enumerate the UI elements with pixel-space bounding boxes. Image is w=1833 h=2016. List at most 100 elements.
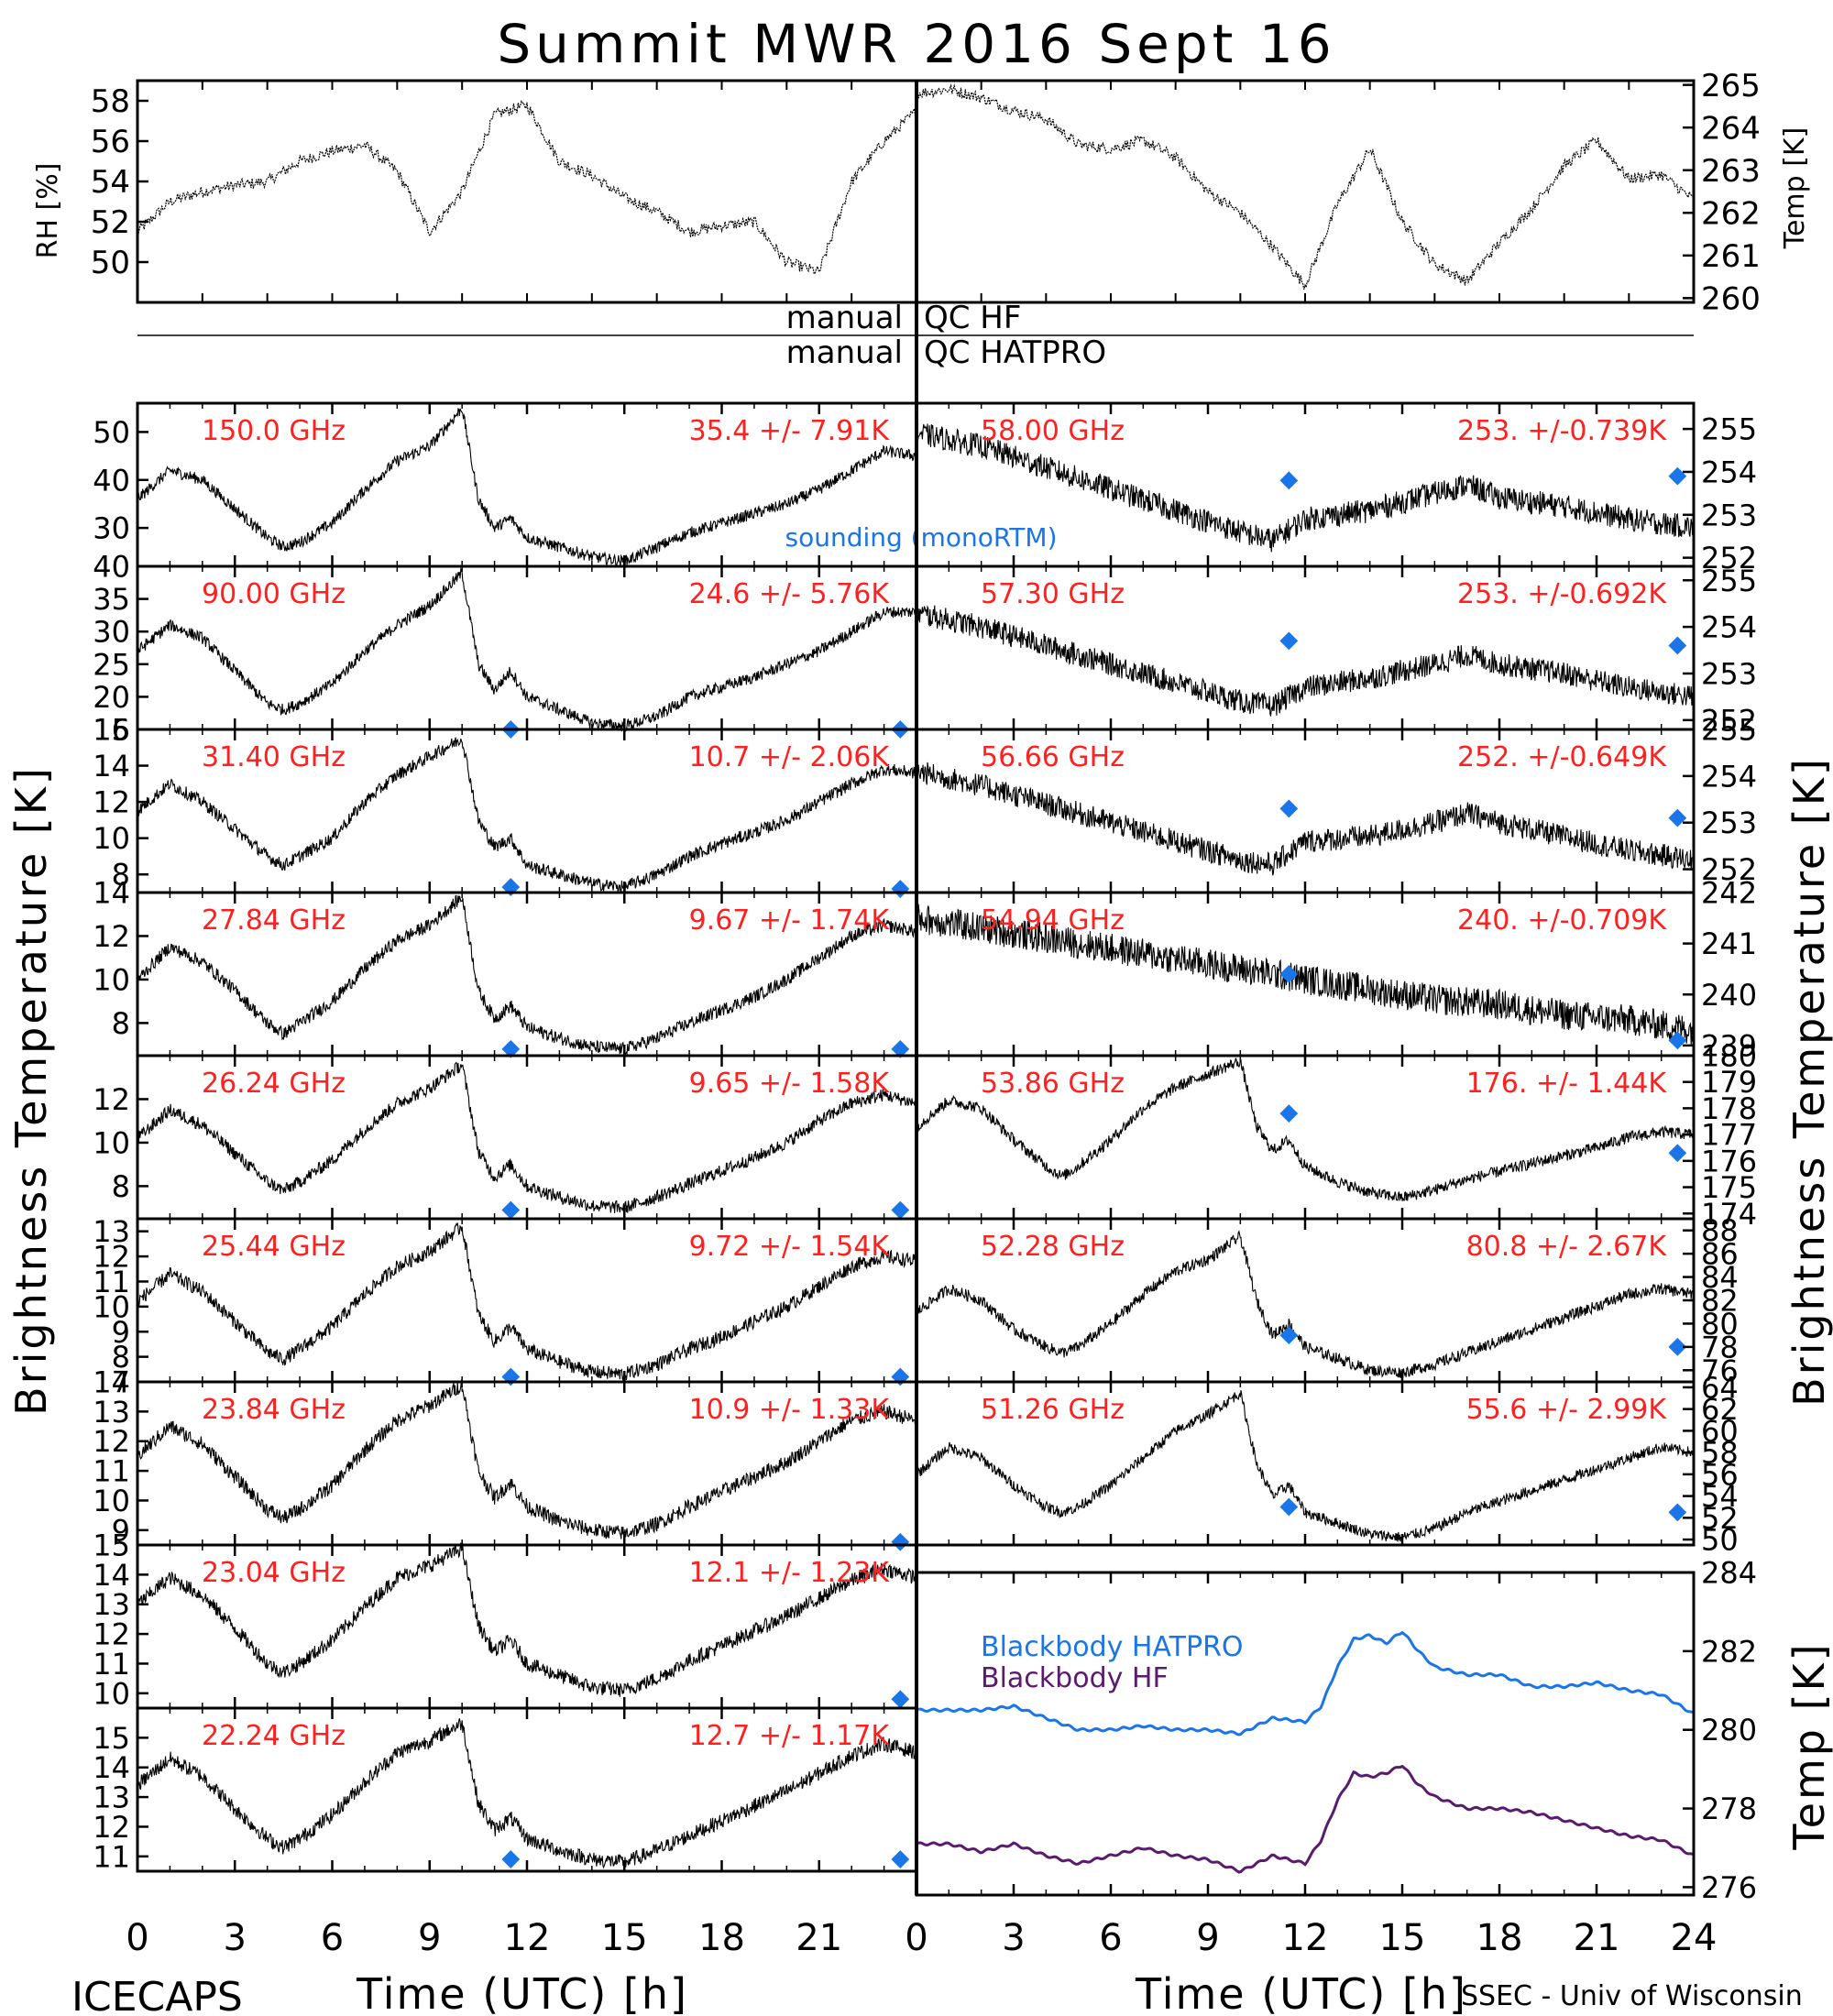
bt-panel-56.66: 56.66 GHz 252. +/-0.649K <box>916 741 1695 876</box>
y-tick-label: 76 <box>1701 1353 1739 1388</box>
sounding-marker <box>891 1850 910 1868</box>
stats-label: 55.6 +/- 2.99K <box>1466 1394 1668 1426</box>
sounding-marker <box>1279 799 1299 818</box>
y-tick-label: 10 <box>93 1289 130 1324</box>
stats-label: 35.4 +/- 7.91K <box>689 415 891 447</box>
sounding-marker <box>1668 1031 1687 1050</box>
rh-axis-label: RH [%] <box>32 163 64 259</box>
qc-hatpro-right-label: QC HATPRO <box>924 334 1106 371</box>
x-tick-label: 9 <box>1196 1917 1219 1959</box>
y-tick-label: 50 <box>91 245 130 281</box>
x-axis-label-right: Time (UTC) [h] <box>1135 1969 1467 2016</box>
y-tick-label: 13 <box>93 1780 130 1815</box>
bt-panel-57.30: 57.30 GHz 253. +/-0.692K <box>916 578 1695 717</box>
y-tick-label: 282 <box>1701 1634 1757 1669</box>
y-tick-label: 263 <box>1701 153 1761 190</box>
bt-panel-90: 90.00 GHz 24.6 +/- 5.76K <box>137 566 917 739</box>
bt-panel-51.26: 51.26 GHz 55.6 +/- 2.99K <box>916 1390 1695 1542</box>
y-tick-label: 11 <box>93 1454 130 1489</box>
y-tick-label: 179 <box>1701 1065 1757 1100</box>
y-tick-label: 56 <box>1701 1457 1739 1492</box>
sounding-marker <box>891 1690 910 1709</box>
freq-label: 27.84 GHz <box>202 904 346 937</box>
qc-hatpro-left-label: manual <box>786 334 903 371</box>
sounding-marker <box>1668 1503 1687 1522</box>
stats-label: 176. +/- 1.44K <box>1466 1068 1668 1100</box>
y-tick-label: 10 <box>93 1125 130 1160</box>
y-tick-label: 14 <box>93 1750 130 1785</box>
rh-panel-trace <box>137 100 917 276</box>
y-tick-label: 9 <box>112 1513 130 1548</box>
bt-trace-31.40 <box>137 737 917 893</box>
y-tick-label: 11 <box>93 1265 130 1299</box>
freq-label: 22.24 GHz <box>202 1720 346 1752</box>
stats-label: 80.8 +/- 2.67K <box>1466 1231 1668 1263</box>
y-tick-label: 174 <box>1701 1197 1757 1232</box>
stats-label: 9.72 +/- 1.54K <box>689 1231 891 1263</box>
bt-panel-23.84: 23.84 GHz 10.9 +/- 1.33K <box>137 1379 917 1551</box>
y-tick-label: 252 <box>1701 541 1757 575</box>
stats-label: 9.67 +/- 1.74K <box>689 904 891 937</box>
sounding-marker <box>1279 1497 1299 1517</box>
freq-label: 23.84 GHz <box>202 1394 346 1426</box>
y-tick-label: 8 <box>112 1340 130 1375</box>
y-tick-label: 30 <box>93 511 130 546</box>
bt-trace-22.24 <box>137 1718 917 1869</box>
bt-trace-23.04 <box>137 1541 917 1697</box>
x-tick-label: 18 <box>698 1917 745 1959</box>
y-tick-label: 254 <box>1701 759 1757 794</box>
bt-panel-54.94: 54.94 GHz 240. +/-0.709K <box>916 904 1695 1050</box>
bb-line-hatpro <box>916 1630 1695 1737</box>
bt-axis-label-right: Brightness Temperature [K] <box>1784 756 1833 1407</box>
temp-axis-label: Temp [K] <box>1779 127 1811 250</box>
y-tick-label: 78 <box>1701 1330 1739 1364</box>
y-tick-label: 52 <box>1701 1501 1739 1536</box>
y-tick-label: 15 <box>93 1528 130 1563</box>
bt-panel-22.24: 22.24 GHz 12.7 +/- 1.17K <box>137 1718 917 1869</box>
y-tick-label: 11 <box>93 1839 130 1874</box>
bt-panel-52.28: 52.28 GHz 80.8 +/- 2.67K <box>916 1230 1695 1378</box>
bb-line-hf <box>916 1764 1695 1874</box>
sounding-marker <box>891 1532 910 1551</box>
y-tick-label: 58 <box>1701 1436 1739 1471</box>
y-tick-label: 255 <box>1701 412 1757 447</box>
bt-trace-54.94 <box>916 904 1695 1046</box>
bb-legend-hf: Blackbody HF <box>981 1662 1169 1694</box>
y-tick-label: 261 <box>1701 238 1761 275</box>
x-tick-label: 0 <box>905 1917 927 1959</box>
x-tick-label: 3 <box>1002 1917 1025 1959</box>
y-tick-label: 54 <box>91 164 130 201</box>
freq-label: 51.26 GHz <box>981 1394 1125 1426</box>
y-tick-label: 240 <box>1701 978 1757 1013</box>
y-tick-label: 25 <box>93 647 130 682</box>
x-axis-label-left: Time (UTC) [h] <box>356 1969 688 2016</box>
sounding-marker <box>1668 1144 1687 1163</box>
stats-label: 9.65 +/- 1.58K <box>689 1068 891 1100</box>
y-tick-label: 260 <box>1701 281 1761 318</box>
y-tick-label: 40 <box>93 463 130 498</box>
sounding-marker <box>1668 808 1687 827</box>
y-tick-label: 284 <box>1701 1556 1757 1591</box>
freq-label: 57.30 GHz <box>981 578 1125 610</box>
sounding-marker <box>1279 1326 1299 1345</box>
y-tick-label: 12 <box>93 1424 130 1459</box>
sounding-marker <box>1279 471 1299 490</box>
freq-label: 25.44 GHz <box>202 1231 346 1263</box>
y-tick-label: 254 <box>1701 610 1757 645</box>
sounding-marker <box>1279 1104 1299 1123</box>
y-tick-label: 12 <box>93 1617 130 1652</box>
y-tick-label: 80 <box>1701 1307 1739 1342</box>
x-tick-label: 18 <box>1476 1917 1523 1959</box>
y-tick-label: 10 <box>93 1676 130 1711</box>
temp-panel-frame <box>915 79 1696 304</box>
stats-label: 240. +/-0.709K <box>1457 904 1667 937</box>
chart-title: Summit MWR 2016 Sept 16 <box>497 13 1335 75</box>
sounding-marker <box>1668 466 1687 486</box>
y-tick-label: 84 <box>1701 1260 1739 1295</box>
y-tick-label: 64 <box>1701 1370 1739 1405</box>
bt-trace-53.86 <box>916 1057 1695 1201</box>
y-tick-label: 11 <box>93 1647 130 1682</box>
bt-panel-31.40: 31.40 GHz 10.7 +/- 2.06K <box>137 737 917 898</box>
y-tick-label: 253 <box>1701 805 1757 840</box>
y-tick-label: 252 <box>1701 852 1757 887</box>
